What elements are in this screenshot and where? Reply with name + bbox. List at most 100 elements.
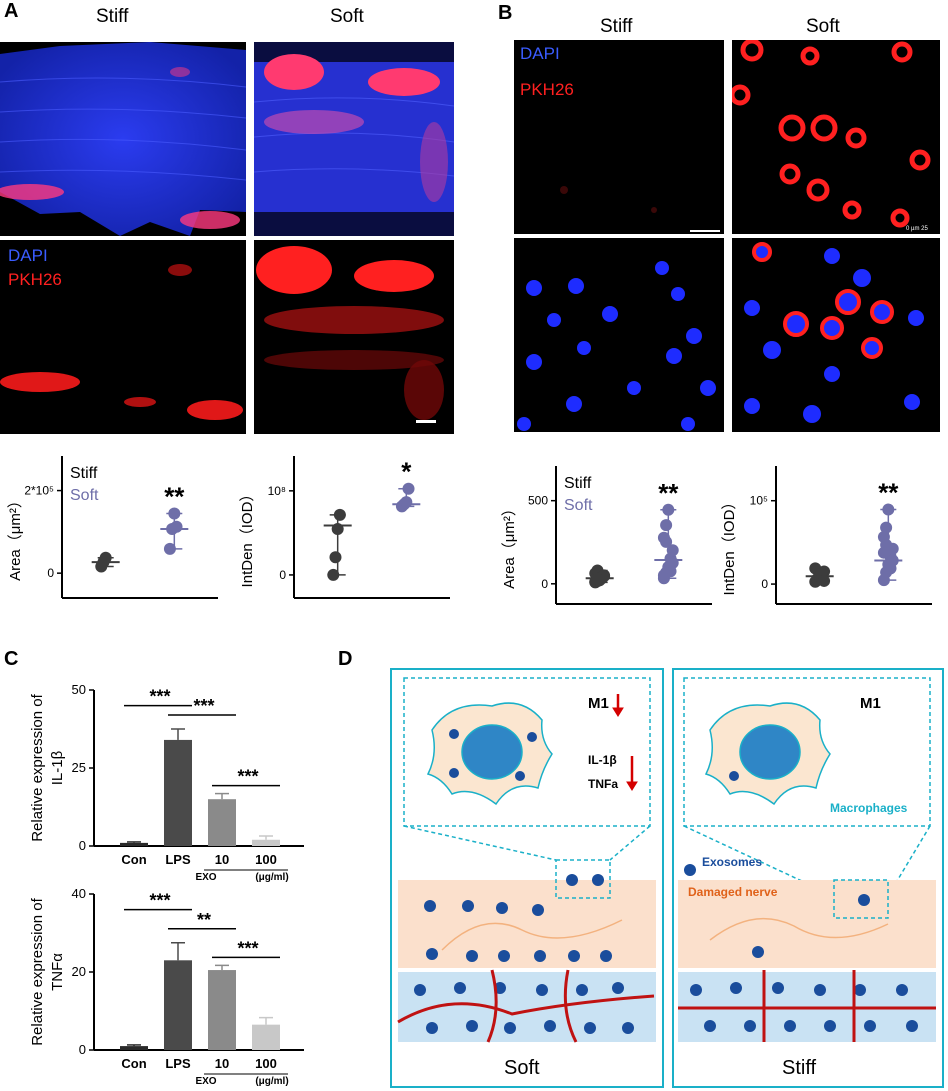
schematic-soft-svg: M1 IL-1β TNFa Sof (397, 677, 656, 1079)
micrograph-a-soft-pkh (254, 240, 454, 434)
plot-c-il1b-svg: 0 25 50 Relative expression of IL-1β Con LPS 10… (29, 682, 304, 883)
plot-a-area: 0 2*10⁵ Area（μm²） ** Stiff Soft (0, 446, 230, 606)
plot-b-intden-svg: 0 10⁵ IntDen（IOD） ** (721, 466, 932, 605)
exosome-legend-icon (684, 864, 696, 876)
panel-letter-b: B (498, 2, 513, 24)
stiff-title: Stiff (782, 1057, 817, 1079)
significance-label: ** (658, 478, 679, 508)
micrograph-a-stiff-pkh (0, 240, 246, 434)
data-point (400, 496, 413, 509)
significance-label: ** (878, 478, 899, 508)
significance-label: *** (149, 891, 170, 911)
y-tick-label: 0 (279, 568, 286, 582)
bar (164, 960, 192, 1050)
y-axis-label: Area（μm²） (501, 501, 518, 589)
y-tick-label: 0 (47, 566, 54, 580)
y-tick-label: 40 (72, 886, 86, 901)
x-tick-label: Con (121, 1056, 146, 1071)
y-tick-label: 0 (79, 838, 86, 853)
unit-label: (μg/ml) (255, 872, 288, 883)
plot-b-intden: 0 10⁵ IntDen（IOD） ** (714, 456, 944, 612)
x-tick-label: 10 (215, 1056, 229, 1071)
significance-label: ** (197, 910, 211, 930)
data-point (662, 503, 675, 516)
data-point (591, 572, 604, 585)
plot-c-tnfa: 0 20 40 Relative expression of TNFα Con LPS 10 1… (14, 880, 314, 1090)
arrow-down-icon (626, 756, 638, 791)
data-point (882, 503, 895, 516)
data-point (327, 568, 340, 581)
arrow-down-icon (612, 694, 624, 717)
soft-m1-label: M1 (588, 695, 609, 712)
y-tick-label: 50 (72, 682, 86, 697)
micrograph-b-stiff-dapi (514, 238, 724, 432)
y-axis-label: IntDen（IOD） (721, 495, 738, 596)
data-point (168, 507, 181, 520)
significance-label: *** (237, 767, 258, 787)
plot-c-il1b: 0 25 50 Relative expression of IL-1β Con LPS 10… (14, 676, 314, 886)
data-point (666, 556, 679, 569)
x-tick-label: Con (121, 852, 146, 867)
y-tick-label: 2*10⁵ (24, 484, 54, 498)
micrograph-b-stiff-pkh (514, 40, 724, 234)
micrograph-b-soft-pkh (732, 40, 940, 234)
panel-letter-d: D (338, 648, 353, 670)
y-tick-label: 500 (528, 494, 548, 508)
soft-tnfa-label: TNFa (588, 777, 618, 791)
bar (252, 1024, 280, 1050)
x-tick-label: 100 (255, 852, 277, 867)
y-tick-label: 10⁸ (268, 484, 286, 498)
y-tick-label: 20 (72, 964, 86, 979)
data-point (660, 535, 673, 548)
soft-il1b-label: IL-1β (588, 753, 617, 767)
unit-label: (μg/ml) (255, 1076, 288, 1087)
y-axis-label: TNFα (49, 953, 66, 991)
significance-label: *** (193, 696, 214, 716)
panel-a-soft-header: Soft (330, 6, 364, 27)
data-point (170, 520, 183, 533)
damaged-nerve-label: Damaged nerve (688, 885, 778, 899)
data-point (886, 554, 899, 567)
stain-b-dapi: DAPI (520, 44, 560, 63)
y-axis-label: IntDen（IOD） (239, 487, 256, 588)
y-tick-label: 25 (72, 760, 86, 775)
bar (208, 970, 236, 1050)
legend-stiff: Stiff (70, 465, 98, 482)
significance-label: * (401, 457, 412, 487)
data-point (331, 523, 344, 535)
schematic-soft-frame: M1 IL-1β TNFa Sof (390, 668, 664, 1088)
x-tick-label: 100 (255, 1056, 277, 1071)
stain-a-dapi: DAPI (8, 246, 48, 265)
micrograph-a-stiff-merge (0, 42, 246, 236)
plot-a-intden-svg: 0 10⁸ IntDen（IOD） * (239, 456, 450, 599)
data-point (880, 521, 893, 534)
panel-b-stiff-header: Stiff (600, 16, 633, 37)
y-axis-label: IL-1β (49, 750, 66, 785)
bar (120, 1046, 148, 1050)
significance-label: ** (164, 482, 185, 512)
data-point (657, 569, 670, 582)
x-tick-label: LPS (165, 1056, 191, 1071)
data-point (163, 542, 176, 555)
data-point (329, 551, 342, 564)
data-point (818, 574, 831, 587)
plot-c-tnfa-svg: 0 20 40 Relative expression of TNFα Con LPS 10 1… (29, 886, 304, 1087)
y-axis-label: Relative expression of (29, 693, 46, 841)
legend-stiff: Stiff (564, 475, 592, 492)
data-point (333, 508, 346, 521)
schematic-stiff-frame: M1 Macrophages Exosomes Damaged nerve St… (672, 668, 944, 1088)
micrograph-b-soft-merge (732, 238, 940, 432)
significance-label: *** (237, 938, 258, 958)
significance-label: *** (149, 687, 170, 707)
plot-b-area: 0 500 Area（μm²） ** Stiff Soft (494, 456, 724, 612)
y-tick-label: 0 (79, 1042, 86, 1057)
y-tick-label: 0 (541, 577, 548, 591)
plot-a-intden: 0 10⁸ IntDen（IOD） * (232, 446, 462, 606)
bar (120, 842, 148, 846)
plot-b-area-svg: 0 500 Area（μm²） ** Stiff Soft (501, 466, 712, 605)
group-label: EXO (195, 1076, 216, 1087)
schematic-stiff-svg: M1 Macrophages Exosomes Damaged nerve St… (678, 677, 936, 1079)
stain-b-pkh26: PKH26 (520, 80, 574, 99)
scale-bar-b1 (690, 230, 720, 232)
